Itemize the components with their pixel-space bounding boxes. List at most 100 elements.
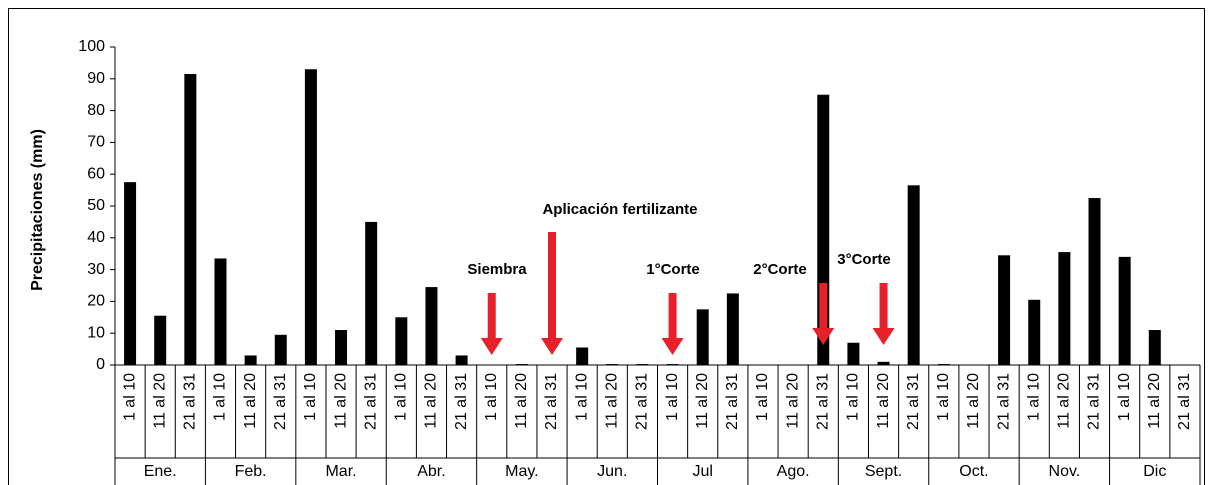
month-label: Feb. [235,463,267,480]
x-tick-label: 11 al 20 [965,373,982,429]
y-tick-label: 90 [87,70,105,87]
annotation-arrow-shaft [487,293,496,339]
annotation-arrow-shaft [548,232,557,339]
y-tick-label: 40 [87,229,105,246]
annotation-arrow-shaft [819,283,828,329]
bar [365,221,378,365]
x-tick-label: 11 al 20 [784,373,801,429]
x-tick-label: 21 al 31 [995,373,1012,430]
bar [726,293,739,365]
y-tick-label: 60 [87,165,105,182]
bar [214,258,227,365]
annotation: 3°Corte [837,251,891,268]
y-tick-label: 70 [87,134,105,151]
annotation: Aplicación fertilizante [542,201,697,218]
bar [274,334,287,365]
y-tick-label: 0 [96,356,105,373]
bar [907,185,920,365]
x-tick-label: 21 al 31 [362,373,379,430]
x-tick-label: 21 al 31 [634,373,651,430]
x-tick-label: 1 al 10 [573,373,590,421]
bar [606,364,619,365]
month-label: Dic [1143,463,1166,480]
annotation: 2°Corte [753,261,807,278]
bar [877,361,890,365]
annotation-arrow-head [480,338,503,355]
y-axis-title: Precipitaciones (mm) [29,129,46,291]
y-tick-label: 20 [87,293,105,310]
bar [244,355,257,365]
month-label: Jul [692,463,712,480]
x-tick-label: 1 al 10 [393,373,410,421]
bar [425,287,438,365]
month-label: Ago. [777,463,810,480]
x-tick-label: 21 al 31 [453,373,470,430]
bar [1118,256,1131,365]
bar [1088,198,1101,365]
x-tick-label: 21 al 31 [724,373,741,430]
x-tick-label: 21 al 31 [1086,373,1103,430]
annotation-arrow-head [872,328,895,345]
annotation: 1°Corte [646,261,700,278]
y-tick-label: 100 [78,38,105,55]
bar [154,315,167,365]
annotation-arrow-shaft [879,283,888,329]
bar [937,364,950,365]
bar [1028,299,1041,365]
x-tick-label: 21 al 31 [905,373,922,430]
bar [455,355,468,365]
x-tick-label: 21 al 31 [814,373,831,430]
x-tick-label: 21 al 31 [272,373,289,430]
chart-frame [8,8,1205,485]
x-tick-label: 11 al 20 [513,373,530,429]
bar [304,69,317,365]
x-tick-label: 11 al 20 [151,373,168,429]
month-label: Jun. [597,463,627,480]
x-tick-label: 1 al 10 [1025,373,1042,421]
bar [576,347,589,365]
bar [335,330,348,365]
bar [515,364,528,365]
x-tick-label: 11 al 20 [604,373,621,429]
x-tick-label: 21 al 31 [182,373,199,430]
bar [1148,330,1161,365]
month-label: Sept. [865,463,902,480]
x-tick-label: 11 al 20 [1146,373,1163,429]
month-label: May. [505,463,538,480]
bar [847,342,860,365]
bar [998,255,1011,365]
bar [696,309,709,365]
annotation: Siembra [467,261,527,278]
bar [395,317,408,365]
x-tick-label: 1 al 10 [212,373,229,421]
x-tick-label: 21 al 31 [543,373,560,430]
x-tick-label: 1 al 10 [754,373,771,421]
y-tick-label: 80 [87,102,105,119]
bar [636,364,649,365]
x-tick-label: 1 al 10 [302,373,319,421]
x-tick-label: 11 al 20 [423,373,440,429]
x-tick-label: 1 al 10 [483,373,500,421]
x-tick-label: 11 al 20 [694,373,711,429]
x-tick-label: 1 al 10 [1116,373,1133,421]
x-tick-label: 11 al 20 [1056,373,1073,429]
x-tick-label: 1 al 10 [121,373,138,421]
x-tick-label: 1 al 10 [845,373,862,421]
x-tick-label: 11 al 20 [875,373,892,429]
bar [184,74,197,365]
annotation-arrow-shaft [668,293,677,339]
x-tick-label: 11 al 20 [332,373,349,429]
bar [666,364,679,365]
y-tick-label: 30 [87,261,105,278]
month-label: Ene. [144,463,177,480]
month-label: Nov. [1049,463,1081,480]
x-tick-label: 1 al 10 [664,373,681,421]
annotation-arrow-head [812,328,835,345]
y-tick-label: 50 [87,197,105,214]
x-tick-label: 11 al 20 [242,373,259,429]
x-tick-label: 1 al 10 [935,373,952,421]
month-label: Oct. [959,463,988,480]
annotation-arrow-head [661,338,684,355]
month-label: Abr. [417,463,445,480]
